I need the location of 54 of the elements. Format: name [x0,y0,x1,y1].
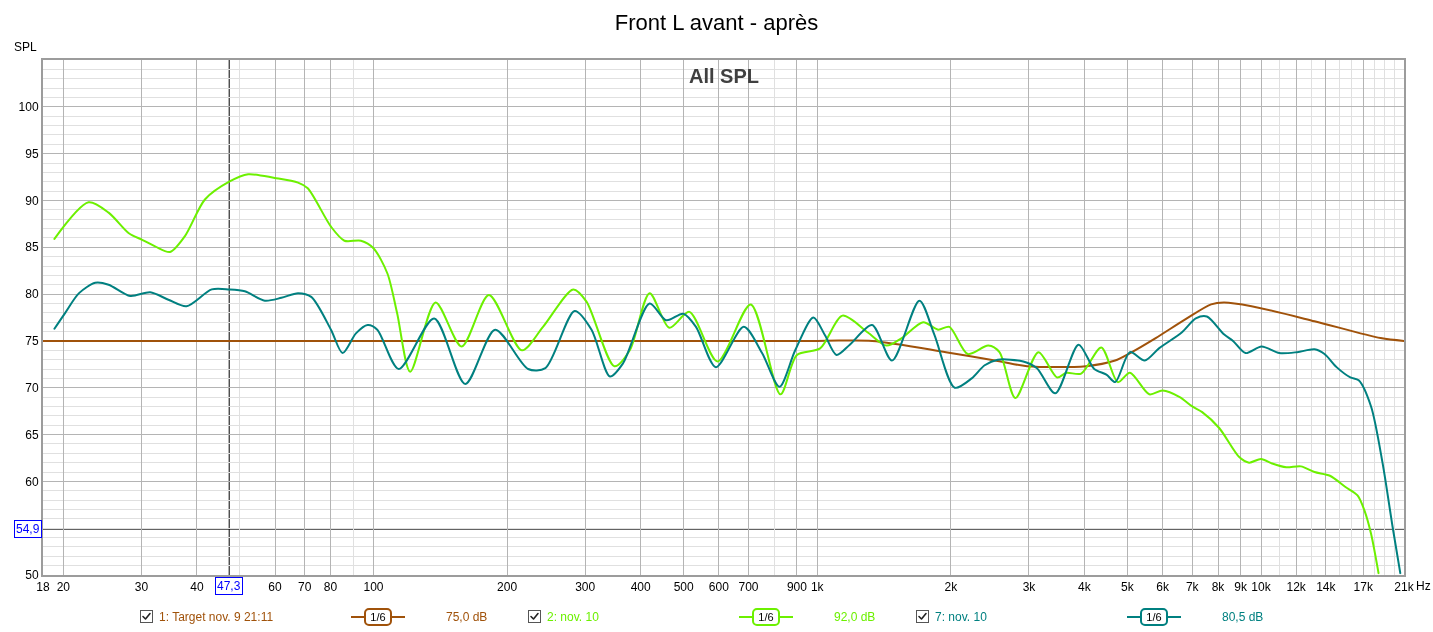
text: 1/6 [1143,610,1165,624]
text: 80,5 dB [1222,610,1264,624]
y-tick-label: 85 [25,240,39,255]
x-tick-label: 200 [497,580,518,595]
text: 92,0 dB [834,610,876,624]
y-axis-title: SPL [14,40,38,54]
x-tick-label: 4k [1078,580,1092,595]
y-tick-label: 75 [25,334,39,349]
x-tick-label: 7k [1185,580,1200,595]
y-tick-label: 80 [25,287,39,302]
y-tick-label: 50 [25,568,39,583]
x-tick-label: 8k [1211,580,1226,595]
y-tick-label: 90 [25,193,39,208]
text: 2: nov. 10 [547,610,599,624]
x-tick-label: 70 [298,580,312,595]
x-tick-label: 18 [36,580,50,595]
y-tick-label: 95 [25,146,39,161]
x-tick-label: 21k [1394,580,1415,595]
y-tick-label: 100 [18,100,39,115]
x-tick-label: 60 [268,580,283,595]
x-tick-label: 5k [1121,580,1135,595]
y-tick-label: 65 [25,427,39,442]
x-tick-label: 300 [575,580,596,595]
x-tick-label: 80 [323,580,338,595]
x-tick-label: 700 [738,580,759,595]
x-tick-label: 2k [944,580,959,595]
y-tick-label: 70 [25,380,39,395]
ref-line-label: 47,3 [217,579,241,593]
x-tick-label: 6k [1156,580,1170,595]
x-tick-label: 20 [56,580,71,595]
x-tick-label: 3k [1022,580,1037,595]
text: 7: nov. 10 [935,610,987,624]
x-tick-label: 1k [810,580,825,595]
text: 1/6 [755,610,777,624]
x-tick-label: 500 [673,580,694,595]
x-tick-label: 900 [786,580,808,595]
x-tick-label: 12k [1286,580,1307,595]
x-tick-label: 17k [1353,580,1374,595]
x-tick-label: 600 [708,580,730,595]
y-tick-label: 60 [25,474,39,489]
x-tick-label: 40 [190,580,204,595]
x-tick-label: 30 [134,580,149,595]
chart-title: Front L avant - après [614,9,819,35]
x-tick-label: 400 [630,580,651,595]
text: 1/6 [367,610,389,624]
x-axis-title: Hz [1416,579,1431,593]
x-tick-label: 9k [1234,580,1249,595]
ref-line-label: 54,9 [16,522,40,536]
x-tick-label: 14k [1316,580,1337,595]
text: 1: Target nov. 9 21:11 [159,610,274,624]
chart-subtitle: All SPL [689,65,760,87]
x-tick-label: 100 [363,580,384,595]
text: 75,0 dB [446,610,488,624]
x-tick-label: 10k [1251,580,1272,595]
